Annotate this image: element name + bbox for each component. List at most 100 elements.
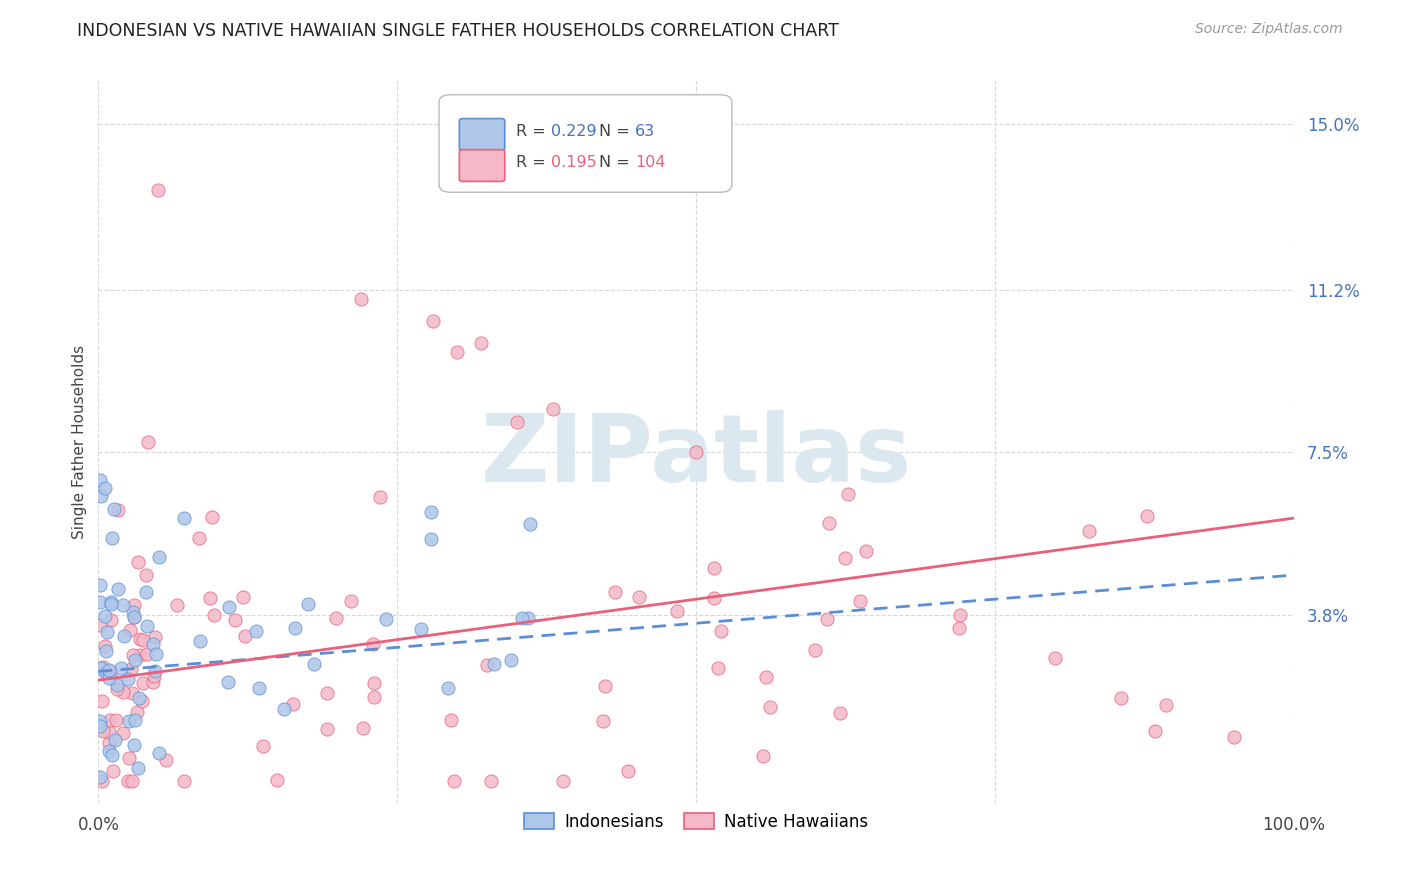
Point: [122, 609, 145, 624]
Point: [94, 639, 117, 653]
Point: [96, 643, 118, 657]
Point: [419, 533, 441, 547]
Point: [224, 613, 246, 627]
Point: [122, 609, 145, 624]
Point: [101, 532, 124, 546]
Text: Source: ZipAtlas.com: Source: ZipAtlas.com: [1195, 22, 1343, 37]
Point: [363, 676, 385, 690]
Point: [361, 637, 384, 651]
Point: [124, 652, 146, 666]
Point: [517, 611, 540, 625]
Text: 0.229: 0.229: [551, 124, 598, 138]
Point: [188, 634, 211, 648]
Point: [218, 599, 240, 614]
Point: [128, 632, 150, 646]
Point: [541, 401, 564, 416]
Point: [1223, 730, 1246, 744]
Point: [173, 773, 195, 788]
Point: [105, 678, 128, 692]
Point: [89, 718, 111, 732]
Point: [506, 415, 529, 429]
Point: [104, 732, 127, 747]
Point: [97, 672, 120, 686]
Point: [117, 773, 139, 788]
Point: [138, 434, 160, 449]
Point: [245, 624, 267, 639]
Point: [90, 661, 112, 675]
Point: [479, 773, 502, 788]
Point: [266, 772, 288, 787]
Point: [127, 555, 149, 569]
Point: [297, 597, 319, 611]
Point: [470, 336, 492, 351]
Point: [834, 550, 856, 565]
Point: [707, 661, 730, 675]
Point: [90, 489, 112, 503]
Point: [148, 183, 170, 197]
Point: [437, 681, 460, 696]
Point: [100, 713, 122, 727]
Point: [128, 648, 150, 663]
Text: 0.195: 0.195: [551, 154, 598, 169]
Point: [104, 713, 127, 727]
Point: [855, 544, 877, 558]
Point: [98, 663, 121, 677]
Point: [350, 292, 373, 306]
Point: [89, 618, 111, 632]
Point: [118, 714, 141, 728]
Point: [118, 751, 141, 765]
Point: [97, 724, 120, 739]
Text: 104: 104: [636, 154, 665, 169]
Point: [148, 550, 170, 565]
Point: [121, 773, 143, 788]
Point: [202, 608, 225, 623]
Point: [100, 613, 122, 627]
Point: [818, 516, 841, 530]
Point: [710, 624, 733, 639]
Point: [325, 611, 347, 625]
Point: [117, 673, 139, 687]
Point: [121, 685, 143, 699]
Point: [94, 482, 117, 496]
Point: [948, 621, 970, 635]
Point: [120, 662, 142, 676]
Point: [145, 647, 167, 661]
Point: [284, 621, 307, 635]
Point: [1078, 524, 1101, 539]
FancyBboxPatch shape: [460, 119, 505, 151]
Point: [107, 503, 129, 517]
Point: [105, 681, 128, 696]
Point: [830, 706, 852, 720]
Point: [132, 676, 155, 690]
Point: [849, 593, 872, 607]
Point: [1109, 690, 1132, 705]
Point: [374, 612, 396, 626]
Point: [627, 590, 650, 604]
Point: [703, 560, 725, 574]
Point: [135, 568, 157, 582]
FancyBboxPatch shape: [460, 150, 505, 181]
Point: [107, 582, 129, 596]
Point: [135, 618, 157, 632]
Point: [443, 773, 465, 788]
Point: [145, 664, 167, 678]
Text: N =: N =: [599, 154, 636, 169]
Point: [316, 722, 339, 736]
Point: [142, 669, 165, 683]
Point: [94, 665, 117, 679]
Point: [142, 637, 165, 651]
Point: [97, 736, 120, 750]
Point: [89, 578, 111, 592]
Point: [112, 599, 135, 613]
Point: [122, 739, 145, 753]
Point: [127, 761, 149, 775]
Point: [97, 744, 120, 758]
Point: [519, 517, 541, 532]
Point: [142, 675, 165, 690]
Text: INDONESIAN VS NATIVE HAWAIIAN SINGLE FATHER HOUSEHOLDS CORRELATION CHART: INDONESIAN VS NATIVE HAWAIIAN SINGLE FAT…: [77, 22, 839, 40]
Text: R =: R =: [516, 154, 550, 169]
Point: [91, 773, 114, 788]
Point: [233, 629, 256, 643]
Text: N =: N =: [599, 124, 636, 138]
Point: [122, 648, 145, 662]
